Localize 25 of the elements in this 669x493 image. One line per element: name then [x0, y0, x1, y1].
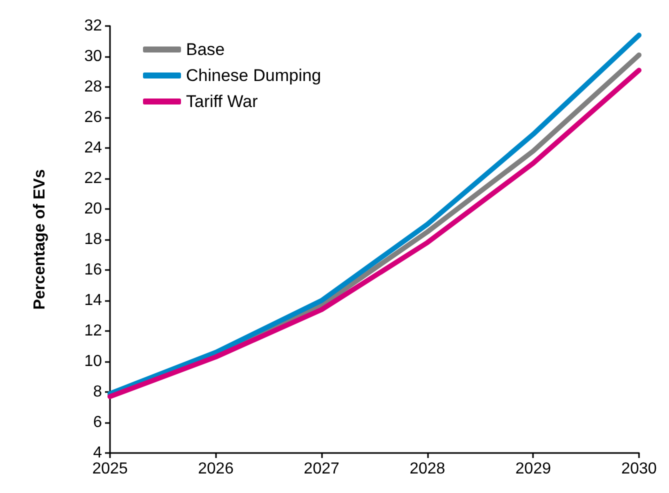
y-tick-label: 32 [84, 18, 102, 34]
x-tick-label: 2028 [410, 460, 446, 478]
y-tick-label: 30 [84, 48, 102, 65]
x-tick-label: 2026 [198, 460, 234, 478]
x-tick-label: 2029 [515, 460, 552, 478]
y-tick-label: 18 [84, 231, 102, 248]
y-tick-label: 20 [84, 200, 102, 218]
y-tick-label: 10 [84, 353, 102, 370]
y-tick-label: 22 [84, 170, 102, 187]
legend-label: Base [186, 40, 225, 59]
x-tick-label: 2027 [304, 460, 340, 478]
legend-label: Chinese Dumping [186, 66, 322, 85]
y-tick-label: 28 [84, 78, 102, 96]
y-tick-label: 8 [93, 384, 102, 400]
y-tick-label: 26 [84, 109, 102, 126]
legend-label: Tariff War [186, 92, 258, 111]
y-tick-label: 12 [84, 322, 102, 340]
y-tick-label: 16 [84, 262, 102, 278]
x-tick-label: 2025 [92, 460, 128, 478]
y-tick-label: 4 [93, 444, 102, 462]
y-tick-label: 6 [93, 414, 102, 431]
y-tick-label: 24 [84, 140, 102, 156]
y-axis-title: Percentage of EVs [32, 169, 48, 310]
x-tick-label: 2030 [621, 460, 657, 478]
y-tick-label: 14 [84, 292, 102, 309]
